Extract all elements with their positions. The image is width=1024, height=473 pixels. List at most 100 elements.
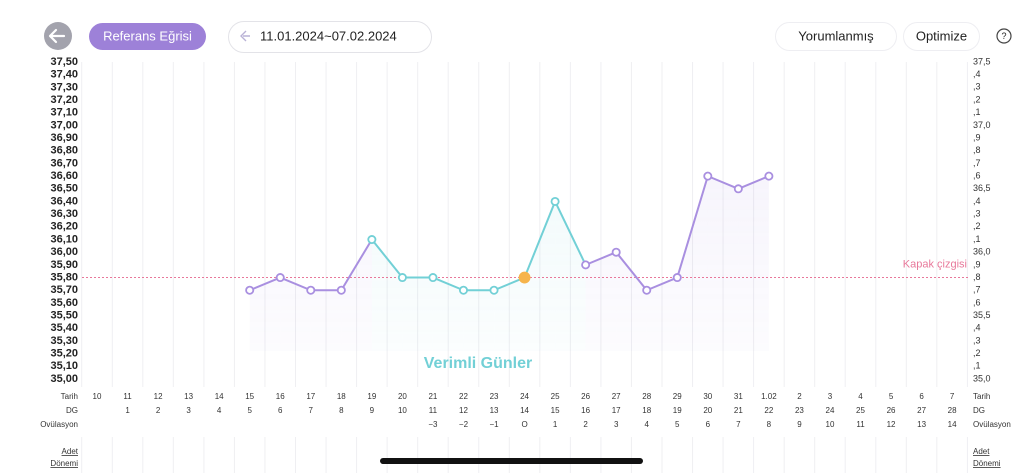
y2-tick-label: ,2 xyxy=(973,221,981,231)
area-piece xyxy=(249,277,281,351)
ovulation-label: 2 xyxy=(583,420,588,429)
y-tick-label: 36,30 xyxy=(50,208,78,220)
y-tick-label: 35,90 xyxy=(50,259,78,271)
date-icon xyxy=(240,30,250,42)
date-label: 25 xyxy=(551,392,560,401)
area-piece xyxy=(646,277,678,351)
dg-label: 21 xyxy=(734,406,743,415)
period-label[interactable]: Adet Dönemi xyxy=(50,447,78,468)
dg-label: 26 xyxy=(887,406,896,415)
dg-label: 6 xyxy=(278,406,283,415)
y2-tick-label: ,2 xyxy=(973,348,981,358)
row-label: Tarih xyxy=(61,392,78,401)
date-range-box[interactable] xyxy=(228,21,432,53)
date-label: 22 xyxy=(459,392,468,401)
ovulation-label: 5 xyxy=(675,420,680,429)
ovulation-label: 10 xyxy=(826,420,835,429)
point xyxy=(581,260,591,270)
line-segment xyxy=(707,175,739,190)
point xyxy=(611,247,621,257)
date-label: 15 xyxy=(245,392,254,401)
reference-label: Referans Eğrisi xyxy=(103,28,192,43)
row-label: Ovülasyon xyxy=(40,420,78,429)
date-label: 1.02 xyxy=(761,392,777,401)
date-label: 30 xyxy=(703,392,712,401)
area-piece xyxy=(280,277,311,351)
y2-tick-label: ,6 xyxy=(973,170,981,180)
line-segment xyxy=(585,251,617,266)
point xyxy=(703,171,713,181)
dg-label: 27 xyxy=(917,406,926,415)
ovulation-label: 14 xyxy=(948,420,957,429)
y2-tick-label: 36,0 xyxy=(973,247,991,257)
point xyxy=(672,273,682,283)
area-piece xyxy=(707,176,739,351)
dg-label: 20 xyxy=(703,406,712,415)
y-tick-label: 36,40 xyxy=(50,195,78,207)
line-segment xyxy=(340,239,373,291)
home-indicator xyxy=(380,458,643,464)
y2-tick-label: ,3 xyxy=(973,209,981,219)
point xyxy=(306,285,316,295)
dg-label: 12 xyxy=(459,406,468,415)
area-piece xyxy=(585,252,617,351)
y-tick-label: 37,10 xyxy=(50,107,78,119)
ovulation-label: 9 xyxy=(797,420,802,429)
dg-label: 9 xyxy=(370,406,375,415)
commented-button[interactable] xyxy=(775,22,897,51)
y2-tick-label: ,9 xyxy=(973,132,981,142)
y-tick-label: 35,60 xyxy=(50,297,78,309)
ovulation-label: 4 xyxy=(644,420,649,429)
y-tick-label: 35,70 xyxy=(50,284,78,296)
y-tick-label: 35,50 xyxy=(50,310,78,322)
point xyxy=(489,285,499,295)
dg-label: 11 xyxy=(429,406,438,415)
y2-tick-label: ,1 xyxy=(973,107,981,117)
date-label: 11 xyxy=(123,392,132,401)
y2-tick-label: ,6 xyxy=(973,297,981,307)
line-segment xyxy=(371,238,404,279)
area-piece xyxy=(677,176,708,351)
dg-label: 3 xyxy=(186,406,191,415)
y-tick-label: 37,30 xyxy=(50,81,78,93)
line-segment xyxy=(646,276,678,292)
area-piece xyxy=(524,201,556,351)
ovulation-label: 6 xyxy=(706,420,711,429)
ovulation-label: 8 xyxy=(767,420,772,429)
period-label[interactable]: Adet Dönemi xyxy=(973,447,1001,468)
y2-tick-label: ,3 xyxy=(973,82,981,92)
y-tick-label: 35,10 xyxy=(50,360,78,372)
dg-label: 5 xyxy=(247,406,252,415)
dg-label: 2 xyxy=(156,406,161,415)
line-segment xyxy=(737,175,770,190)
dg-label: 24 xyxy=(826,406,835,415)
y-tick-label: 36,50 xyxy=(50,183,78,195)
dg-label: 23 xyxy=(795,406,804,415)
date-label: 29 xyxy=(673,392,682,401)
date-label: 27 xyxy=(612,392,621,401)
y2-tick-label: 37,0 xyxy=(973,120,991,130)
date-label: 21 xyxy=(428,392,437,401)
dg-label: 7 xyxy=(309,406,314,415)
y2-tick-label: ,1 xyxy=(973,234,981,244)
date-label: 13 xyxy=(184,392,193,401)
date-label: 26 xyxy=(581,392,590,401)
ovulation-label: 11 xyxy=(856,420,865,429)
y-tick-label: 36,00 xyxy=(50,246,78,258)
point xyxy=(458,285,468,295)
y2-tick-label: ,8 xyxy=(973,145,981,155)
dg-label: 22 xyxy=(764,406,773,415)
optimize-button[interactable] xyxy=(903,22,980,51)
ovulation-label: −1 xyxy=(489,420,499,429)
ovulation-label: 7 xyxy=(736,420,741,429)
point xyxy=(336,285,346,295)
reference-button[interactable] xyxy=(89,23,206,50)
help-text: ? xyxy=(1001,31,1006,41)
date-label: 14 xyxy=(215,392,224,401)
area xyxy=(249,176,769,351)
y-tick-label: 36,70 xyxy=(50,157,78,169)
date-label: 17 xyxy=(306,392,315,401)
help-icon[interactable] xyxy=(996,28,1012,44)
ovulation-label: 1 xyxy=(553,420,558,429)
